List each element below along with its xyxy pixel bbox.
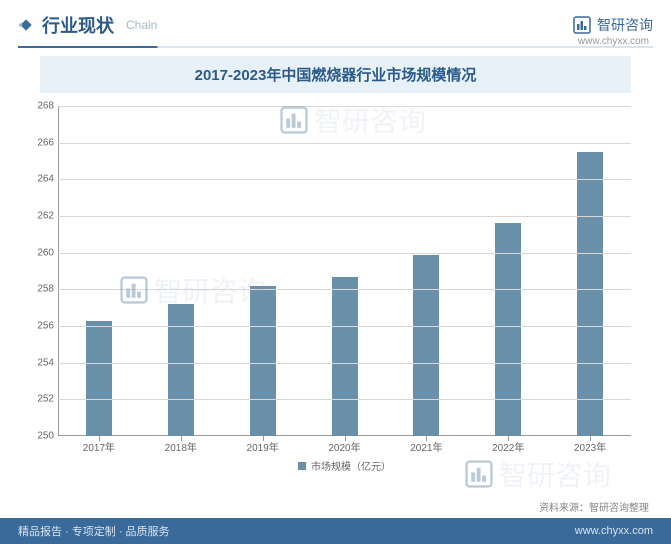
bars-group: 2017年2018年2019年2020年2021年2022年2023年 — [58, 106, 631, 436]
header-brand: 智研咨询 — [573, 15, 653, 35]
grid-line — [58, 363, 631, 364]
grid-line — [58, 143, 631, 144]
y-tick-label: 252 — [28, 394, 54, 405]
header-left: 行业现状 Chain — [18, 12, 157, 38]
x-tick-label: 2020年 — [328, 439, 360, 454]
bar — [332, 277, 358, 437]
bar — [577, 152, 603, 436]
legend: 市场规模（亿元） — [58, 458, 631, 473]
brand-logo-icon — [573, 16, 591, 34]
grid-line — [58, 326, 631, 327]
footer-left: 精品报告 · 专项定制 · 品质服务 — [18, 523, 170, 539]
bar-slot: 2017年 — [58, 106, 140, 436]
footer-bar: 精品报告 · 专项定制 · 品质服务 www.chyxx.com — [0, 518, 671, 544]
bar-slot: 2021年 — [385, 106, 467, 436]
bar — [495, 223, 521, 436]
y-tick-label: 264 — [28, 174, 54, 185]
x-tick-label: 2021年 — [410, 439, 442, 454]
header: 行业现状 Chain 智研咨询 — [0, 0, 671, 46]
legend-swatch — [298, 462, 306, 470]
y-tick-label: 260 — [28, 247, 54, 258]
url-text: www.chyxx.com — [578, 36, 649, 47]
x-tick-label: 2019年 — [247, 439, 279, 454]
plot-area: 2017年2018年2019年2020年2021年2022年2023年 2502… — [58, 106, 631, 436]
grid-line — [58, 106, 631, 107]
grid-line — [58, 399, 631, 400]
y-tick-label: 266 — [28, 137, 54, 148]
chart-title: 2017-2023年中国燃烧器行业市场规模情况 — [195, 67, 477, 84]
x-tick-label: 2023年 — [574, 439, 606, 454]
header-divider — [18, 46, 653, 48]
bar-slot: 2020年 — [304, 106, 386, 436]
x-tick-label: 2018年 — [165, 439, 197, 454]
legend-label: 市场规模（亿元） — [311, 458, 391, 473]
x-tick-label: 2017年 — [83, 439, 115, 454]
y-tick-label: 256 — [28, 321, 54, 332]
source-text: 资料来源：智研咨询整理 — [539, 499, 649, 514]
grid-line — [58, 216, 631, 217]
chart-title-bar: 2017-2023年中国燃烧器行业市场规模情况 — [40, 56, 631, 93]
y-tick-label: 268 — [28, 101, 54, 112]
grid-line — [58, 253, 631, 254]
grid-line — [58, 289, 631, 290]
header-subtitle: Chain — [126, 18, 157, 32]
x-tick-label: 2022年 — [492, 439, 524, 454]
grid-line — [58, 179, 631, 180]
bar — [413, 255, 439, 437]
bar-slot: 2022年 — [467, 106, 549, 436]
footer-right: www.chyxx.com — [575, 525, 653, 537]
diamond-icon — [18, 17, 34, 33]
y-tick-label: 254 — [28, 357, 54, 368]
y-tick-label: 250 — [28, 431, 54, 442]
y-tick-label: 258 — [28, 284, 54, 295]
chart-container: 2017-2023年中国燃烧器行业市场规模情况 2017年2018年2019年2… — [0, 56, 671, 491]
bar-slot: 2018年 — [140, 106, 222, 436]
bar-slot: 2023年 — [549, 106, 631, 436]
bar — [250, 286, 276, 436]
chart-area: 2017年2018年2019年2020年2021年2022年2023年 2502… — [58, 101, 631, 491]
header-title: 行业现状 — [42, 12, 114, 38]
y-tick-label: 262 — [28, 211, 54, 222]
bar — [86, 321, 112, 437]
brand-name: 智研咨询 — [597, 15, 653, 35]
bar-slot: 2019年 — [222, 106, 304, 436]
bar — [168, 304, 194, 436]
